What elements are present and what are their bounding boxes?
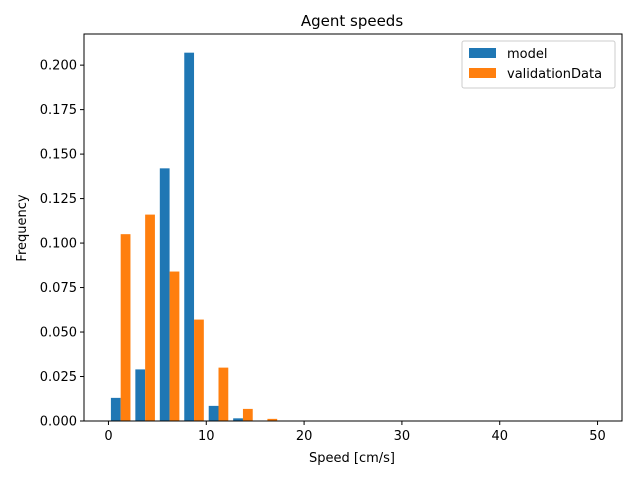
x-tick-label: 20	[296, 429, 313, 444]
legend-swatch-validationData	[469, 68, 496, 78]
y-tick-label: 0.125	[40, 192, 77, 207]
bar-validationData-2	[169, 271, 180, 421]
x-tick-label: 0	[104, 429, 112, 444]
y-tick-label: 0.150	[40, 148, 77, 163]
y-tick-label: 0.200	[40, 59, 77, 74]
legend-label-validationData: validationData	[507, 67, 602, 82]
bar-model-5	[233, 418, 243, 421]
x-axis-ticks: 0 10 20 30 40 50	[104, 421, 606, 444]
bar-validationData-3	[194, 319, 204, 421]
y-tick-label: 0.100	[40, 237, 77, 252]
bar-validationData-4	[218, 367, 229, 421]
x-tick-label: 50	[589, 429, 606, 444]
y-tick-label: 0.050	[40, 326, 77, 341]
plot-frame	[83, 33, 623, 422]
y-tick-label: 0.000	[40, 415, 77, 430]
bar-model-0	[110, 397, 121, 421]
x-tick-label: 10	[198, 429, 215, 444]
y-tick-label: 0.075	[40, 281, 77, 296]
x-axis-label: Speed [cm/s]	[309, 451, 395, 466]
bar-validationData-5	[242, 408, 253, 421]
x-tick-label: 40	[491, 429, 508, 444]
bar-validationData-6	[267, 418, 278, 421]
legend-swatch-model	[469, 48, 496, 58]
y-axis-ticks: 0.000 0.025 0.050 0.075 0.100 0.125 0.150 0.175…	[40, 59, 84, 430]
bar-model-3	[184, 52, 195, 422]
bar-validationData-1	[145, 214, 155, 421]
y-tick-label: 0.175	[40, 103, 77, 118]
legend-label-model: model	[507, 47, 547, 62]
bar-model-2	[159, 168, 170, 421]
legend: model validationData	[461, 40, 616, 89]
legend-box	[461, 40, 616, 89]
x-tick-label: 30	[394, 429, 411, 444]
y-tick-label: 0.025	[40, 370, 77, 385]
chart-title: Agent speeds	[301, 12, 403, 30]
bar-validationData-0	[120, 234, 131, 421]
bars-group	[110, 52, 278, 422]
bar-model-1	[135, 369, 146, 421]
y-axis-label: Frequency	[15, 194, 30, 261]
bar-model-4	[208, 405, 219, 421]
